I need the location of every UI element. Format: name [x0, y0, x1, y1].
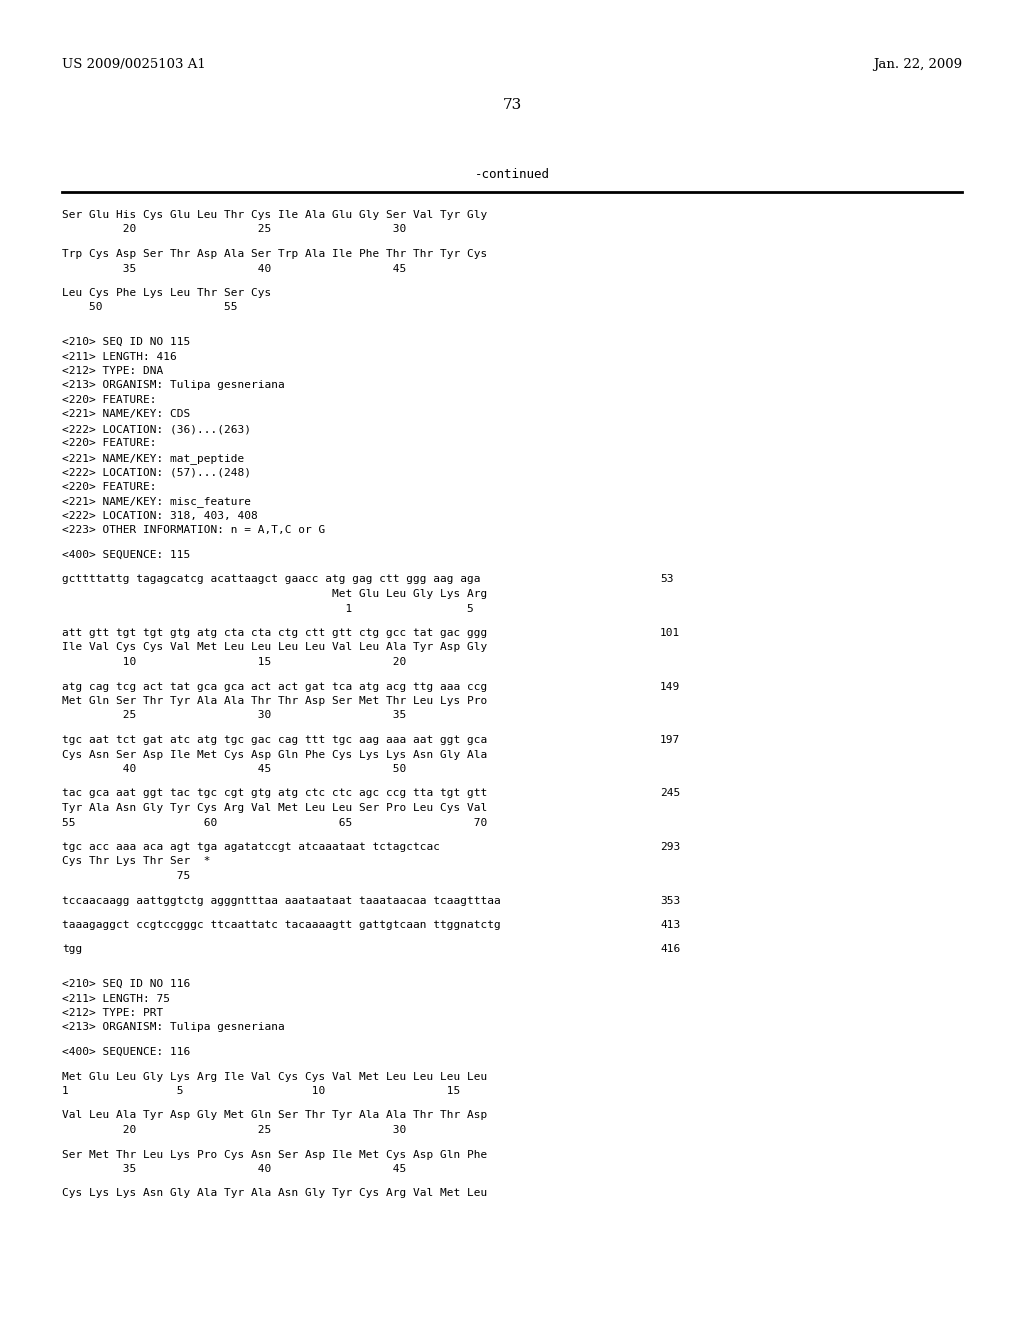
Text: <220> FEATURE:: <220> FEATURE: [62, 438, 157, 449]
Text: <211> LENGTH: 416: <211> LENGTH: 416 [62, 351, 177, 362]
Text: Tyr Ala Asn Gly Tyr Cys Arg Val Met Leu Leu Ser Pro Leu Cys Val: Tyr Ala Asn Gly Tyr Cys Arg Val Met Leu … [62, 803, 487, 813]
Text: 40                  45                  50: 40 45 50 [62, 764, 407, 774]
Text: <220> FEATURE:: <220> FEATURE: [62, 482, 157, 492]
Text: Cys Lys Lys Asn Gly Ala Tyr Ala Asn Gly Tyr Cys Arg Val Met Leu: Cys Lys Lys Asn Gly Ala Tyr Ala Asn Gly … [62, 1188, 487, 1199]
Text: <222> LOCATION: 318, 403, 408: <222> LOCATION: 318, 403, 408 [62, 511, 258, 521]
Text: 35                  40                  45: 35 40 45 [62, 1164, 407, 1173]
Text: 10                  15                  20: 10 15 20 [62, 657, 407, 667]
Text: 197: 197 [660, 735, 680, 744]
Text: 293: 293 [660, 842, 680, 851]
Text: 53: 53 [660, 574, 674, 585]
Text: tccaacaagg aattggtctg agggntttaa aaataataat taaataacaa tcaagtttaa: tccaacaagg aattggtctg agggntttaa aaataat… [62, 895, 501, 906]
Text: Cys Thr Lys Thr Ser  *: Cys Thr Lys Thr Ser * [62, 857, 211, 866]
Text: Ser Met Thr Leu Lys Pro Cys Asn Ser Asp Ile Met Cys Asp Gln Phe: Ser Met Thr Leu Lys Pro Cys Asn Ser Asp … [62, 1150, 487, 1159]
Text: tgc acc aaa aca agt tga agatatccgt atcaaataat tctagctcac: tgc acc aaa aca agt tga agatatccgt atcaa… [62, 842, 440, 851]
Text: 55                   60                  65                  70: 55 60 65 70 [62, 817, 487, 828]
Text: 101: 101 [660, 628, 680, 638]
Text: <400> SEQUENCE: 116: <400> SEQUENCE: 116 [62, 1047, 190, 1057]
Text: Leu Cys Phe Lys Leu Thr Ser Cys: Leu Cys Phe Lys Leu Thr Ser Cys [62, 288, 271, 298]
Text: Met Glu Leu Gly Lys Arg Ile Val Cys Cys Val Met Leu Leu Leu Leu: Met Glu Leu Gly Lys Arg Ile Val Cys Cys … [62, 1072, 487, 1081]
Text: <222> LOCATION: (57)...(248): <222> LOCATION: (57)...(248) [62, 467, 251, 478]
Text: <222> LOCATION: (36)...(263): <222> LOCATION: (36)...(263) [62, 424, 251, 434]
Text: Ile Val Cys Cys Val Met Leu Leu Leu Leu Val Leu Ala Tyr Asp Gly: Ile Val Cys Cys Val Met Leu Leu Leu Leu … [62, 643, 487, 652]
Text: att gtt tgt tgt gtg atg cta cta ctg ctt gtt ctg gcc tat gac ggg: att gtt tgt tgt gtg atg cta cta ctg ctt … [62, 628, 487, 638]
Text: Ser Glu His Cys Glu Leu Thr Cys Ile Ala Glu Gly Ser Val Tyr Gly: Ser Glu His Cys Glu Leu Thr Cys Ile Ala … [62, 210, 487, 220]
Text: <221> NAME/KEY: CDS: <221> NAME/KEY: CDS [62, 409, 190, 420]
Text: <221> NAME/KEY: misc_feature: <221> NAME/KEY: misc_feature [62, 496, 251, 507]
Text: 50                  55: 50 55 [62, 302, 238, 313]
Text: 73: 73 [503, 98, 521, 112]
Text: taaagaggct ccgtccgggc ttcaattatc tacaaaagtt gattgtcaan ttggnatctg: taaagaggct ccgtccgggc ttcaattatc tacaaaa… [62, 920, 501, 931]
Text: <213> ORGANISM: Tulipa gesneriana: <213> ORGANISM: Tulipa gesneriana [62, 1023, 285, 1032]
Text: Jan. 22, 2009: Jan. 22, 2009 [872, 58, 962, 71]
Text: gcttttattg tagagcatcg acattaagct gaacc atg gag ctt ggg aag aga: gcttttattg tagagcatcg acattaagct gaacc a… [62, 574, 480, 585]
Text: <212> TYPE: PRT: <212> TYPE: PRT [62, 1008, 163, 1018]
Text: 245: 245 [660, 788, 680, 799]
Text: 149: 149 [660, 681, 680, 692]
Text: <210> SEQ ID NO 116: <210> SEQ ID NO 116 [62, 979, 190, 989]
Text: <221> NAME/KEY: mat_peptide: <221> NAME/KEY: mat_peptide [62, 453, 245, 463]
Text: 353: 353 [660, 895, 680, 906]
Text: <220> FEATURE:: <220> FEATURE: [62, 395, 157, 405]
Text: 1                 5: 1 5 [62, 603, 474, 614]
Text: Met Gln Ser Thr Tyr Ala Ala Thr Thr Asp Ser Met Thr Leu Lys Pro: Met Gln Ser Thr Tyr Ala Ala Thr Thr Asp … [62, 696, 487, 706]
Text: 35                  40                  45: 35 40 45 [62, 264, 407, 273]
Text: Cys Asn Ser Asp Ile Met Cys Asp Gln Phe Cys Lys Lys Asn Gly Ala: Cys Asn Ser Asp Ile Met Cys Asp Gln Phe … [62, 750, 487, 759]
Text: 75: 75 [62, 871, 190, 880]
Text: 25                  30                  35: 25 30 35 [62, 710, 407, 721]
Text: atg cag tcg act tat gca gca act act gat tca atg acg ttg aaa ccg: atg cag tcg act tat gca gca act act gat … [62, 681, 487, 692]
Text: 20                  25                  30: 20 25 30 [62, 1125, 407, 1135]
Text: tac gca aat ggt tac tgc cgt gtg atg ctc ctc agc ccg tta tgt gtt: tac gca aat ggt tac tgc cgt gtg atg ctc … [62, 788, 487, 799]
Text: -continued: -continued [474, 168, 550, 181]
Text: Met Glu Leu Gly Lys Arg: Met Glu Leu Gly Lys Arg [62, 589, 487, 599]
Text: Val Leu Ala Tyr Asp Gly Met Gln Ser Thr Tyr Ala Ala Thr Thr Asp: Val Leu Ala Tyr Asp Gly Met Gln Ser Thr … [62, 1110, 487, 1121]
Text: <213> ORGANISM: Tulipa gesneriana: <213> ORGANISM: Tulipa gesneriana [62, 380, 285, 391]
Text: <400> SEQUENCE: 115: <400> SEQUENCE: 115 [62, 550, 190, 560]
Text: 413: 413 [660, 920, 680, 931]
Text: US 2009/0025103 A1: US 2009/0025103 A1 [62, 58, 206, 71]
Text: 416: 416 [660, 945, 680, 954]
Text: <212> TYPE: DNA: <212> TYPE: DNA [62, 366, 163, 376]
Text: <223> OTHER INFORMATION: n = A,T,C or G: <223> OTHER INFORMATION: n = A,T,C or G [62, 525, 326, 536]
Text: <210> SEQ ID NO 115: <210> SEQ ID NO 115 [62, 337, 190, 347]
Text: 20                  25                  30: 20 25 30 [62, 224, 407, 235]
Text: <211> LENGTH: 75: <211> LENGTH: 75 [62, 994, 170, 1003]
Text: Trp Cys Asp Ser Thr Asp Ala Ser Trp Ala Ile Phe Thr Thr Tyr Cys: Trp Cys Asp Ser Thr Asp Ala Ser Trp Ala … [62, 249, 487, 259]
Text: 1                5                   10                  15: 1 5 10 15 [62, 1086, 460, 1096]
Text: tgc aat tct gat atc atg tgc gac cag ttt tgc aag aaa aat ggt gca: tgc aat tct gat atc atg tgc gac cag ttt … [62, 735, 487, 744]
Text: tgg: tgg [62, 945, 82, 954]
